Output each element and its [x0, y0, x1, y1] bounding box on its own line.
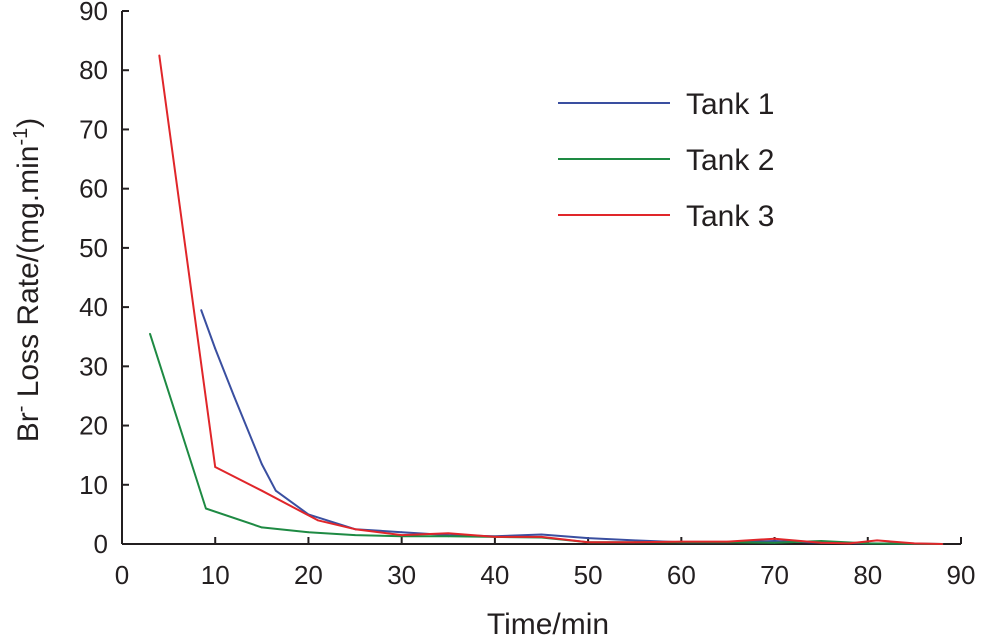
data-point-tank-1 [633, 539, 636, 542]
legend: Tank 1 Tank 2 Tank 3 [558, 88, 774, 233]
data-point-tank-3 [820, 541, 823, 544]
series-group [149, 54, 944, 545]
x-axis-title: Time/min [487, 608, 609, 641]
data-point-tank-3 [680, 540, 683, 543]
data-point-tank-1 [260, 463, 263, 465]
y-tick-label: 20 [79, 411, 108, 441]
data-point-tank-3 [727, 540, 729, 543]
legend-label-tank-2: Tank 2 [686, 144, 774, 177]
x-tick-label: 70 [760, 560, 789, 590]
data-point-tank-3 [493, 535, 496, 538]
series-line-tank-2 [149, 333, 943, 545]
x-tick-label: 0 [115, 560, 129, 590]
data-point-tank-3 [354, 528, 356, 531]
data-point-tank-1 [400, 531, 403, 534]
series-line-tank-1 [200, 309, 943, 545]
x-tick-label: 90 [947, 560, 976, 590]
data-point-tank-2 [205, 507, 207, 510]
data-point-tank-3 [633, 541, 636, 544]
axes [121, 11, 961, 545]
data-point-tank-1 [540, 533, 543, 536]
x-tick-label: 20 [294, 560, 323, 590]
y-axis-title: Br- Loss Rate/(mg.min-1) [10, 118, 45, 443]
series-line-tank-3 [158, 55, 943, 545]
data-point-tank-3 [400, 534, 403, 537]
x-tick-label: 10 [201, 560, 230, 590]
y-tick-label: 10 [79, 470, 108, 500]
y-tick-label: 60 [79, 174, 108, 204]
y-ticks: 0 10 20 30 40 50 60 70 80 90 [79, 0, 129, 559]
y-tick-label: 30 [79, 351, 108, 381]
data-point-tank-3 [316, 519, 319, 522]
y-tick-label: 80 [79, 55, 108, 85]
y-tick-label: 40 [79, 292, 108, 322]
data-point-tank-2 [447, 535, 450, 538]
x-ticks: 0 10 20 30 40 50 60 70 80 90 [115, 537, 976, 590]
data-point-tank-1 [214, 347, 217, 350]
data-point-tank-2 [866, 542, 869, 545]
data-point-tank-3 [848, 542, 851, 545]
data-point-tank-3 [876, 539, 878, 542]
data-point-tank-1 [232, 395, 235, 397]
x-tick-label: 60 [667, 560, 696, 590]
data-point-tank-3 [773, 537, 776, 540]
data-point-tank-1 [274, 489, 277, 492]
data-point-tank-3 [447, 532, 450, 535]
data-point-tank-3 [941, 543, 944, 545]
data-point-tank-2 [773, 541, 776, 544]
legend-label-tank-1: Tank 1 [686, 88, 774, 121]
legend-label-tank-3: Tank 3 [686, 200, 774, 233]
x-tick-label: 50 [574, 560, 603, 590]
data-point-tank-1 [200, 309, 203, 311]
y-tick-label: 50 [79, 233, 108, 263]
data-point-tank-1 [587, 537, 590, 539]
data-point-tank-3 [260, 489, 263, 492]
x-tick-label: 30 [387, 560, 416, 590]
data-point-tank-3 [214, 466, 217, 468]
data-point-tank-1 [773, 540, 776, 542]
data-point-tank-2 [260, 526, 263, 529]
data-point-tank-3 [587, 541, 590, 544]
x-tick-label: 40 [480, 560, 509, 590]
y-tick-label: 70 [79, 114, 108, 144]
data-point-tank-2 [820, 540, 823, 542]
x-tick-label: 80 [853, 560, 882, 590]
y-tick-label: 90 [79, 0, 108, 26]
data-point-tank-3 [540, 535, 543, 538]
data-point-tank-3 [158, 54, 161, 57]
y-tick-label: 0 [94, 529, 108, 559]
data-point-tank-3 [913, 542, 916, 545]
data-point-tank-2 [149, 332, 151, 335]
data-point-tank-2 [307, 531, 310, 534]
data-point-tank-2 [354, 534, 356, 537]
